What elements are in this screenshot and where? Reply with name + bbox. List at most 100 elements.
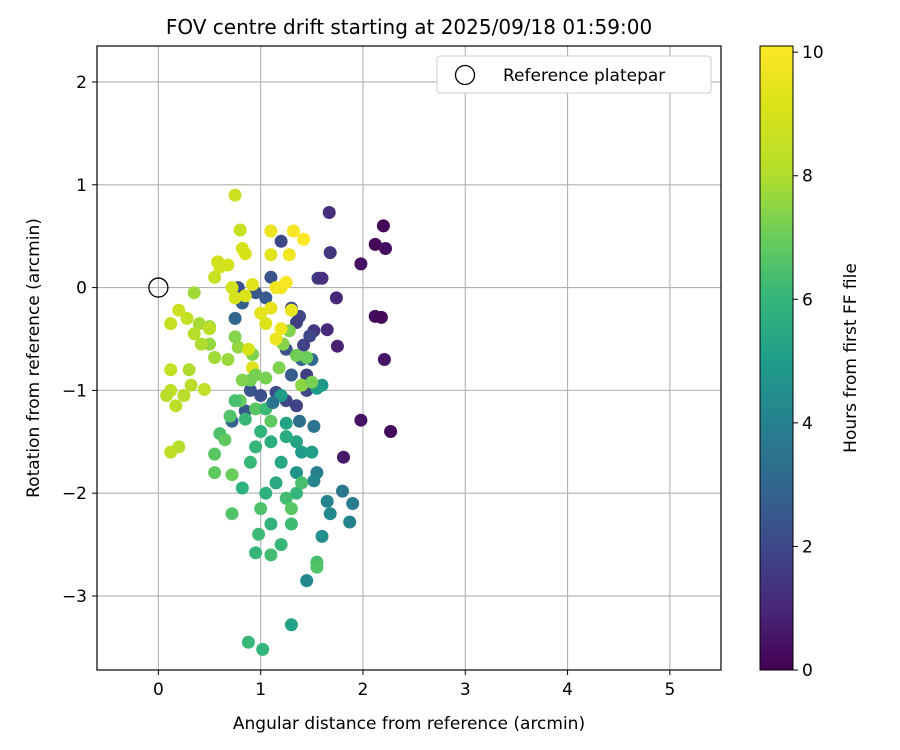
data-point bbox=[284, 502, 298, 516]
data-point bbox=[259, 486, 273, 500]
x-axis-ticks: 0 1 2 3 4 5 bbox=[153, 670, 675, 700]
data-point bbox=[279, 430, 293, 444]
data-point bbox=[225, 468, 239, 482]
y-tick-label: −2 bbox=[62, 484, 87, 504]
data-point bbox=[274, 322, 288, 336]
data-point bbox=[241, 342, 255, 356]
legend-label-reference: Reference platepar bbox=[503, 66, 665, 86]
data-point bbox=[246, 278, 259, 291]
data-point bbox=[354, 257, 368, 271]
data-point bbox=[315, 271, 329, 285]
data-point bbox=[228, 311, 242, 325]
data-point bbox=[279, 416, 293, 430]
data-point bbox=[197, 382, 211, 396]
data-point bbox=[243, 383, 257, 397]
data-point bbox=[336, 484, 349, 498]
y-tick-label: 1 bbox=[76, 176, 87, 196]
data-point bbox=[264, 224, 278, 238]
data-point bbox=[323, 507, 337, 521]
data-point bbox=[225, 507, 239, 521]
data-point bbox=[297, 338, 311, 352]
data-point bbox=[228, 188, 242, 202]
x-tick-label: 1 bbox=[255, 680, 266, 700]
data-point bbox=[290, 435, 303, 449]
data-point bbox=[329, 291, 343, 305]
data-point bbox=[320, 323, 334, 337]
data-point bbox=[223, 409, 237, 423]
data-point bbox=[249, 440, 263, 454]
reference-platepar-marker bbox=[148, 277, 169, 298]
data-point bbox=[290, 486, 303, 500]
data-point bbox=[310, 560, 324, 574]
data-point bbox=[164, 363, 178, 377]
data-point bbox=[290, 399, 303, 413]
data-point bbox=[269, 476, 283, 490]
data-point bbox=[208, 466, 222, 480]
data-point bbox=[241, 635, 255, 649]
data-point bbox=[264, 270, 278, 284]
data-point bbox=[169, 399, 183, 413]
data-point bbox=[235, 481, 249, 495]
data-point bbox=[307, 419, 321, 433]
data-point bbox=[228, 394, 242, 408]
data-point bbox=[272, 361, 286, 375]
data-point bbox=[225, 281, 239, 295]
data-point bbox=[264, 435, 278, 449]
x-tick-label: 3 bbox=[460, 680, 471, 700]
data-point bbox=[221, 258, 235, 272]
data-point bbox=[259, 371, 273, 385]
data-point bbox=[187, 327, 201, 341]
data-point bbox=[264, 248, 278, 262]
data-point bbox=[249, 546, 263, 560]
data-point bbox=[290, 466, 303, 480]
data-point bbox=[194, 337, 208, 351]
data-point bbox=[238, 247, 252, 261]
data-point bbox=[228, 291, 242, 305]
data-point bbox=[249, 368, 263, 382]
data-point bbox=[238, 289, 252, 303]
data-point bbox=[208, 447, 222, 461]
y-tick-label: 2 bbox=[76, 73, 87, 93]
x-tick-label: 0 bbox=[153, 680, 164, 700]
data-point bbox=[284, 368, 298, 382]
data-point bbox=[300, 351, 314, 364]
data-point bbox=[300, 574, 314, 588]
data-point bbox=[218, 433, 232, 447]
y-tick-label: −1 bbox=[62, 381, 87, 401]
data-point bbox=[164, 317, 178, 331]
data-point bbox=[264, 414, 278, 428]
data-point bbox=[264, 548, 278, 562]
legend: Reference platepar bbox=[436, 55, 712, 94]
data-point bbox=[284, 618, 298, 632]
plot-frame bbox=[96, 45, 722, 671]
colorbar-ticks: 0 2 4 6 8 10 bbox=[793, 43, 824, 681]
data-point bbox=[172, 303, 186, 317]
colorbar-tick-label: 4 bbox=[802, 414, 813, 434]
y-axis-label: Rotation from reference (arcmin) bbox=[24, 218, 44, 498]
colorbar-tick-label: 2 bbox=[802, 537, 813, 557]
colorbar: 0 2 4 6 8 10 Hours from first FF file bbox=[759, 43, 861, 681]
data-point bbox=[266, 396, 280, 410]
data-point bbox=[249, 402, 263, 416]
reference-marker-group bbox=[148, 277, 169, 298]
data-point bbox=[238, 412, 252, 426]
data-point bbox=[254, 389, 268, 402]
data-point bbox=[343, 515, 357, 529]
data-point bbox=[322, 206, 336, 219]
y-tick-label: −3 bbox=[62, 587, 87, 607]
colorbar-label: Hours from first FF file bbox=[841, 263, 861, 453]
data-point bbox=[295, 476, 309, 490]
data-point bbox=[269, 332, 283, 346]
data-point bbox=[303, 329, 317, 343]
data-points bbox=[160, 188, 398, 656]
data-point bbox=[233, 223, 247, 237]
x-tick-label: 2 bbox=[358, 680, 369, 700]
data-point bbox=[208, 351, 222, 364]
data-point bbox=[346, 497, 360, 510]
data-point bbox=[279, 275, 293, 289]
data-point bbox=[282, 248, 296, 262]
data-point bbox=[305, 375, 319, 389]
data-point bbox=[259, 291, 273, 305]
colorbar-gradient bbox=[759, 45, 794, 671]
